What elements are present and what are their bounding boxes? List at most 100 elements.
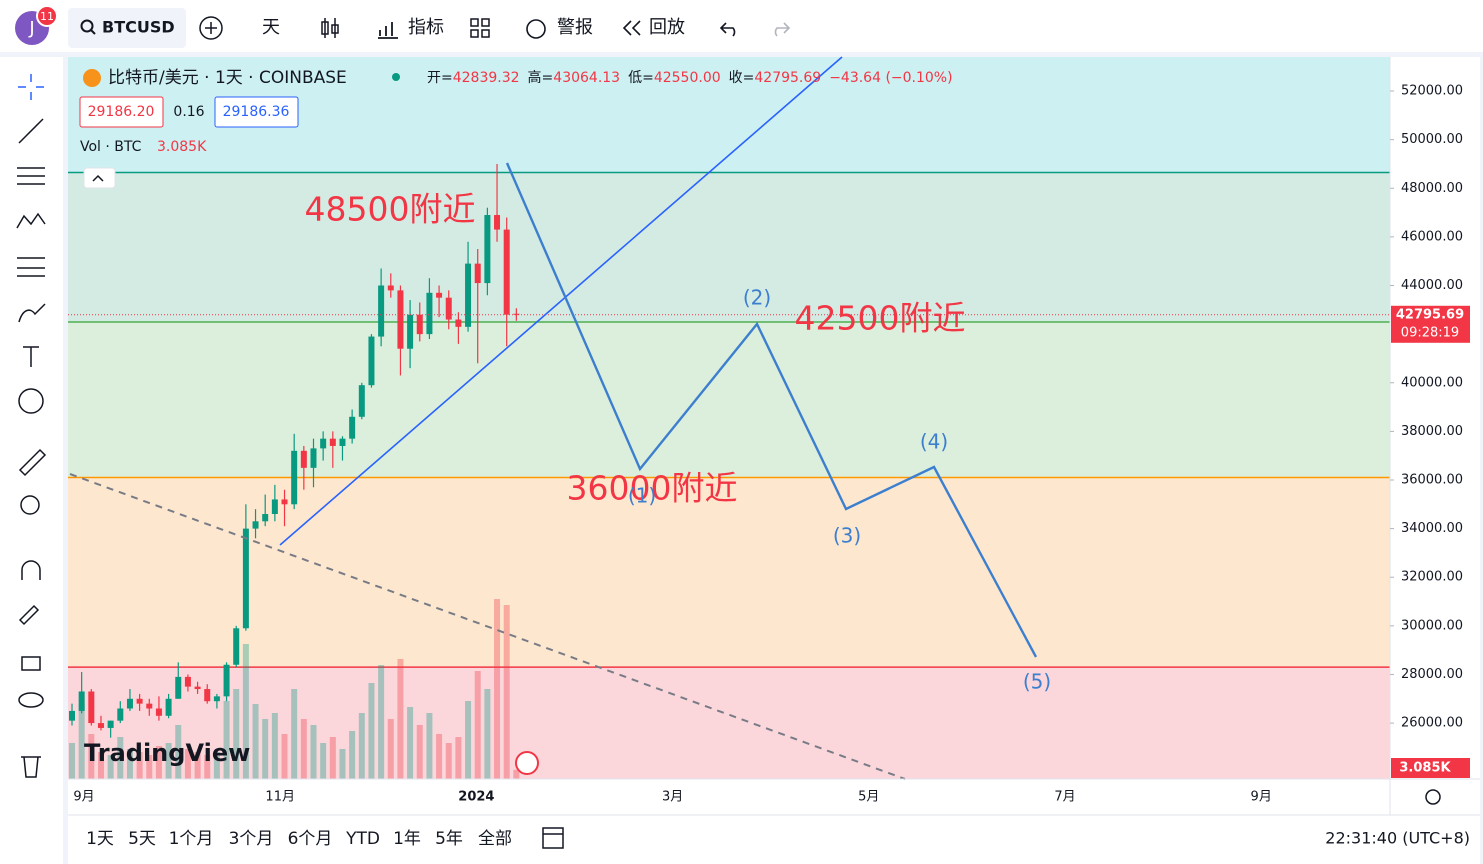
zoom-tool[interactable] [20,495,40,515]
candle-body [397,290,404,349]
wave-label: (3) [833,524,861,548]
clock: 22:31:40 (UTC+8) [1325,829,1470,848]
settings-button[interactable] [1425,789,1441,805]
volume-bar [184,749,191,779]
magnet-tool[interactable] [21,560,41,580]
ask[interactable]: 29186.36 [223,104,290,120]
chart-type-button[interactable] [321,18,339,38]
projection-tool[interactable] [17,257,45,277]
bid[interactable]: 29186.20 [88,104,155,120]
symbol[interactable]: BTCUSD [102,18,175,37]
ohlc-label: 低= [628,70,654,86]
candle-body [503,229,510,315]
candle-body [165,698,172,716]
y-tick-label: 36000.00 [1401,472,1463,487]
alerts[interactable]: 警报 [557,17,593,38]
range-button[interactable]: 全部 [478,829,512,849]
brush-tool[interactable] [18,303,46,323]
volume-bar [88,734,95,779]
annotation: 42500附近 [795,299,966,338]
event-flag[interactable] [515,751,539,775]
icon-tool[interactable] [18,388,44,414]
candle-body [88,691,95,724]
lock-tool[interactable] [21,656,41,671]
x-tick-label: 2024 [458,790,494,805]
ruler-tool[interactable] [18,448,47,477]
volume-bar [155,746,162,779]
search-icon [90,29,96,35]
y-tick-label: 50000.00 [1401,132,1463,147]
spread: 0.16 [173,104,204,120]
fib-tool[interactable] [17,167,45,185]
line-tool[interactable] [18,118,44,144]
volume-bar [484,689,491,779]
crosshair-tool[interactable] [18,74,44,100]
indicators[interactable]: 指标 [408,17,444,38]
candle-body [378,285,385,337]
zone [68,321,1390,478]
volume-bar [117,737,124,779]
top-bar [0,0,1483,52]
ohlc-label: 开= [427,70,453,86]
volume-bar [503,605,510,779]
candle-body [213,696,220,702]
watermark-logo: TradingView [84,739,250,767]
candle-body [69,710,75,721]
left-toolbar [0,57,63,864]
replay[interactable]: 回放 [649,17,685,38]
layout-button[interactable] [470,18,490,38]
candle-body [136,698,143,704]
pattern-tool[interactable] [16,212,46,229]
plus-icon [205,22,217,34]
y-tick-label: 38000.00 [1401,424,1463,439]
volume-bar [252,704,259,779]
range-button[interactable]: 1天 [86,829,114,849]
ohlc-value: 42839.32 [453,70,520,86]
volume-bar [397,659,404,779]
interval[interactable]: 天 [262,17,280,38]
range-button[interactable]: 6个月 [288,829,333,849]
candle-body [339,438,346,446]
volume-bar [78,704,85,779]
candle-body [387,285,394,291]
price-tag-text: 42795.69 [1396,307,1464,322]
candle-body [175,676,182,699]
delete-tool[interactable] [21,756,41,778]
compare-button[interactable] [199,16,223,40]
visibility-tool[interactable] [18,692,44,708]
volume-bar [242,644,249,779]
range-button[interactable]: 1个月 [169,829,214,849]
candle-body [320,438,327,449]
candle-body [465,263,472,327]
chevron [92,174,104,182]
text-tool[interactable] [23,346,39,367]
range-button[interactable]: 1年 [393,829,421,849]
buy-box[interactable] [214,96,299,128]
redo-button[interactable] [774,22,791,37]
range-button[interactable]: 5天 [128,829,156,849]
candle-body [184,676,191,687]
draw-mode-tool[interactable] [18,604,40,626]
candle-body [252,521,259,529]
undo-button[interactable] [719,22,736,37]
zone [68,477,1390,668]
vol-tag [1391,758,1470,778]
range-button[interactable]: 5年 [435,829,463,849]
coin-logo [83,69,101,87]
volume-bar [281,734,288,779]
zone [68,172,1390,322]
date-range-button[interactable] [542,827,564,849]
volume-bar [165,743,172,779]
ohlc-label: 高= [528,69,554,86]
x-tick-label: 9月 [1251,790,1272,805]
range-button[interactable]: YTD [345,829,380,849]
sell-box[interactable] [79,96,164,128]
wave-label: (5) [1023,670,1051,694]
y-tick-label: 40000.00 [1401,375,1463,390]
symbol-search[interactable] [68,8,186,48]
range-button[interactable]: 3个月 [229,829,274,849]
wave-label: (2) [743,286,771,310]
volume-bar [368,683,375,779]
wave-label: (4) [920,430,948,454]
x-tick-label: 11月 [265,790,295,805]
